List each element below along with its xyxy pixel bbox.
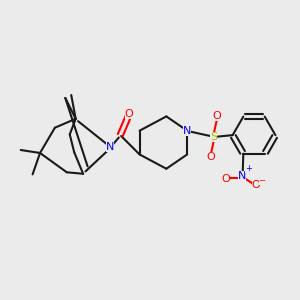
Text: O: O [207,152,215,162]
Text: N: N [183,126,191,136]
Text: O: O [125,109,134,119]
Text: N: N [238,171,246,181]
Text: −: − [259,176,266,185]
Text: N: N [106,142,114,152]
Text: O: O [252,180,260,190]
Text: +: + [245,164,252,173]
Text: O: O [212,111,221,121]
Text: S: S [210,132,218,142]
Text: O: O [221,174,230,184]
